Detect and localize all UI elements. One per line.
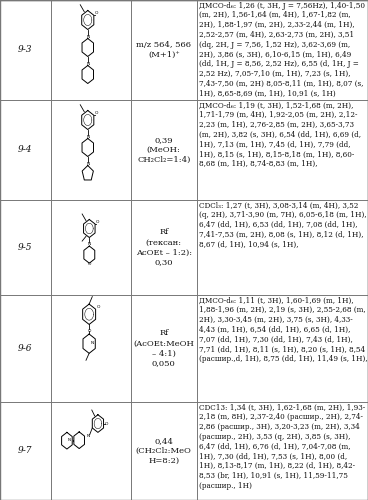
Text: O: O	[88, 328, 91, 332]
Text: N: N	[88, 242, 91, 246]
Text: O: O	[97, 304, 100, 308]
Text: O: O	[88, 262, 91, 266]
Text: CDCl₃: 1,27 (t, 3H), 3,08-3,14 (m, 4H), 3,52
(q, 2H), 3,71-3,90 (m, 7H), 6,05-6,: CDCl₃: 1,27 (t, 3H), 3,08-3,14 (m, 4H), …	[199, 202, 367, 248]
Text: O: O	[96, 220, 99, 224]
Text: O: O	[95, 11, 98, 15]
Text: ДМСО-d₆: 1,19 (t, 3H), 1,52-1,68 (m, 2H),
1,71-1,79 (m, 4H), 1,92-2,05 (m, 2H), : ДМСО-d₆: 1,19 (t, 3H), 1,52-1,68 (m, 2H)…	[199, 102, 361, 168]
Text: ДМСО-d₆: 1,11 (t, 3H), 1,60-1,69 (m, 1H),
1,88-1,96 (m, 2H), 2,19 (s, 3H), 2,55-: ДМСО-d₆: 1,11 (t, 3H), 1,60-1,69 (m, 1H)…	[199, 296, 368, 364]
Text: Rf
(AcOEt:MeOH
– 4:1)
0,050: Rf (AcOEt:MeOH – 4:1) 0,050	[133, 330, 194, 368]
Text: N: N	[68, 438, 71, 442]
Text: m/z 564, 566
(M+1)⁺: m/z 564, 566 (M+1)⁺	[136, 41, 191, 59]
Text: N: N	[87, 434, 90, 438]
Text: N: N	[86, 34, 89, 38]
Text: 9-7: 9-7	[18, 446, 33, 456]
Text: N: N	[86, 134, 89, 138]
Text: 9-3: 9-3	[18, 46, 33, 54]
Text: 0,39
(MeOH:
CH₂Cl₂=1:4): 0,39 (MeOH: CH₂Cl₂=1:4)	[137, 136, 191, 164]
Text: N: N	[86, 162, 89, 166]
Text: Rf
(тексан:
AcOEt – 1:2):
0,30: Rf (тексан: AcOEt – 1:2): 0,30	[136, 228, 192, 266]
Text: O: O	[95, 111, 98, 115]
Text: 9-5: 9-5	[18, 243, 33, 252]
Text: 0,44
(CH₂Cl₂:MeO
H=8:2): 0,44 (CH₂Cl₂:MeO H=8:2)	[136, 437, 192, 465]
Text: CDC13: 1,34 (t, 3H), 1,62-1,68 (m, 2H), 1,93-
2,18 (m, 8H), 2,37-2,40 (расшир., : CDC13: 1,34 (t, 3H), 1,62-1,68 (m, 2H), …	[199, 404, 365, 490]
Text: O: O	[105, 422, 108, 426]
Text: N: N	[91, 340, 94, 344]
Text: 9-6: 9-6	[18, 344, 33, 353]
Text: ДМСО-d₆: 1,26 (t, 3H, J = 7,56Hz), 1,40-1,50
(m, 2H), 1,56-1,64 (m, 4H), 1,67-1,: ДМСО-d₆: 1,26 (t, 3H, J = 7,56Hz), 1,40-…	[199, 2, 365, 98]
Text: N: N	[86, 62, 89, 66]
Text: 9-4: 9-4	[18, 146, 33, 154]
